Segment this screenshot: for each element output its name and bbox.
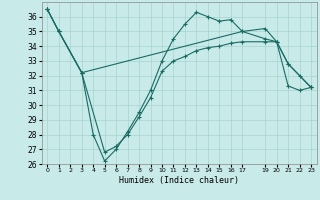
X-axis label: Humidex (Indice chaleur): Humidex (Indice chaleur) xyxy=(119,176,239,185)
